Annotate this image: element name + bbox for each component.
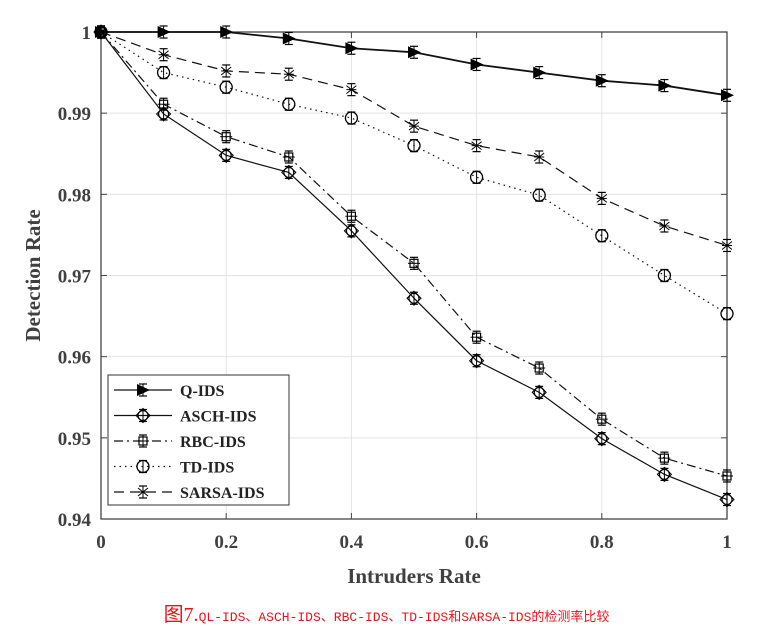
series-line xyxy=(100,31,728,477)
data-point xyxy=(596,191,608,205)
caption-text: QL-IDS、ASCH-IDS、RBC-IDS、TD-IDS和SARSA-IDS… xyxy=(198,610,610,625)
data-point xyxy=(721,469,733,483)
data-point xyxy=(468,353,485,369)
data-point xyxy=(470,330,483,344)
data-point xyxy=(345,209,358,223)
data-point xyxy=(720,306,734,321)
series-line xyxy=(100,31,728,247)
data-point xyxy=(406,290,422,306)
data-point xyxy=(282,97,296,111)
legend-label: Q-IDS xyxy=(180,383,225,400)
data-point xyxy=(157,97,170,111)
data-point xyxy=(656,466,673,483)
legend-marker xyxy=(136,459,150,474)
legend-item: TD-IDS xyxy=(114,460,234,477)
data-point xyxy=(469,170,484,184)
legend: Q-IDS ASCH-IDS RBC-IDS TD-IDS SARSA-IDS xyxy=(107,374,290,506)
data-point xyxy=(595,74,609,88)
series-sarsa-ids xyxy=(95,25,733,253)
x-tick-label: 0.2 xyxy=(214,532,238,553)
data-point xyxy=(218,147,234,164)
series-asch-ids xyxy=(93,24,735,508)
data-point xyxy=(158,48,169,62)
data-point xyxy=(657,268,672,283)
legend-item: SARSA-IDS xyxy=(114,485,265,502)
legend-box xyxy=(107,374,290,506)
legend-marker xyxy=(137,383,150,397)
series-td-ids xyxy=(94,25,734,321)
data-point xyxy=(220,64,232,78)
y-tick-label: 0.96 xyxy=(58,348,91,369)
data-point xyxy=(408,256,420,270)
data-point xyxy=(408,45,421,59)
x-tick-label: 0.8 xyxy=(590,532,614,553)
data-point xyxy=(658,78,672,93)
legend-item: ASCH-IDS xyxy=(114,407,257,426)
data-point xyxy=(595,412,608,426)
legend-label: SARSA-IDS xyxy=(180,485,265,502)
y-tick-label: 0.98 xyxy=(58,185,91,206)
legend-marker xyxy=(137,434,149,448)
data-point xyxy=(281,164,297,181)
series-line xyxy=(101,31,728,97)
figure-caption: 图7.QL-IDS、ASCH-IDS、RBC-IDS、TD-IDS和SARSA-… xyxy=(0,598,773,627)
legend-label: RBC-IDS xyxy=(180,434,246,451)
data-point xyxy=(658,451,671,465)
data-point xyxy=(471,139,482,153)
data-point xyxy=(532,188,546,202)
data-point xyxy=(533,65,547,80)
data-point xyxy=(220,25,234,39)
x-tick-label: 0.4 xyxy=(340,532,364,553)
legend-label: TD-IDS xyxy=(180,460,234,477)
x-tick-label: 0 xyxy=(96,532,106,553)
data-point xyxy=(407,138,421,153)
y-tick-label: 0.94 xyxy=(58,510,92,531)
data-point xyxy=(533,150,545,164)
series-line xyxy=(100,31,728,315)
data-point xyxy=(283,67,295,81)
data-point xyxy=(156,65,171,80)
legend-label: ASCH-IDS xyxy=(180,409,257,426)
legend-marker xyxy=(135,407,151,424)
y-tick-label: 0.99 xyxy=(58,104,91,125)
legend-item: Q-IDS xyxy=(114,383,225,400)
data-point xyxy=(282,31,296,46)
x-tick-label: 0.6 xyxy=(465,532,489,553)
data-point xyxy=(346,83,357,97)
data-point xyxy=(282,150,295,164)
legend-marker xyxy=(137,485,149,499)
data-point xyxy=(343,223,360,239)
data-point xyxy=(721,88,734,102)
legend-item: RBC-IDS xyxy=(114,434,246,451)
data-point xyxy=(95,25,107,39)
caption-figure-label: 图7. xyxy=(163,604,199,626)
data-point xyxy=(220,130,233,144)
line-chart: 0 0.2 0.4 0.6 0.8 1 0.94 0.95 0.96 0.97 0.98 0.99 1 I… xyxy=(21,23,735,588)
x-axis-label: Intruders Rate xyxy=(347,564,481,588)
series-q-ids xyxy=(95,25,734,102)
data-point xyxy=(659,219,670,233)
data-point xyxy=(533,361,546,375)
data-point xyxy=(721,238,733,253)
x-tick-label: 1 xyxy=(722,532,732,553)
data-point xyxy=(157,25,171,39)
y-tick-label: 0.97 xyxy=(58,267,92,288)
y-tick-label: 0.95 xyxy=(58,429,91,450)
data-point xyxy=(344,111,359,125)
data-point xyxy=(719,491,735,508)
y-axis-label: Detection Rate xyxy=(21,209,45,341)
data-point xyxy=(345,41,359,55)
data-point xyxy=(531,384,547,401)
data-point xyxy=(594,430,610,447)
y-tick-label: 1 xyxy=(82,23,92,44)
data-point xyxy=(408,119,420,133)
data-point xyxy=(470,57,484,72)
data-point xyxy=(595,229,609,243)
data-point xyxy=(219,80,233,94)
